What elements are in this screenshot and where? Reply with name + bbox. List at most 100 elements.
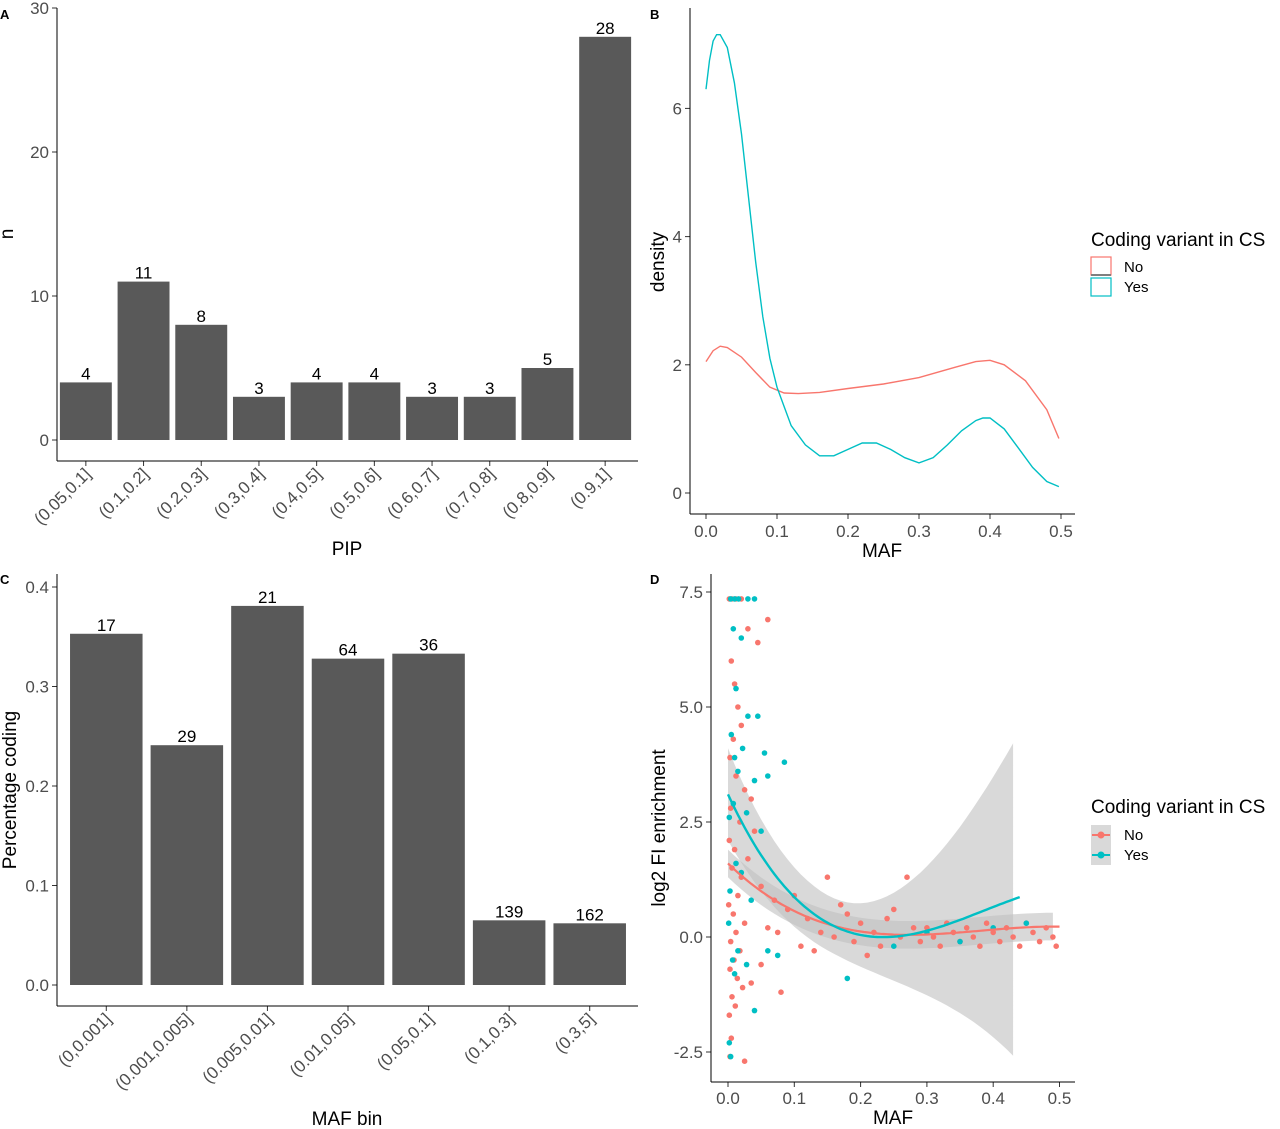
panel-d-point-no bbox=[844, 911, 851, 917]
panel-d-point-yes bbox=[781, 759, 788, 765]
panel-a-bar bbox=[232, 396, 285, 440]
panel-d-point-no bbox=[1036, 938, 1043, 945]
panel-d-point-no bbox=[963, 925, 970, 931]
panel-d-point-no bbox=[778, 989, 784, 995]
panel-b-plot: 0 2 4 6 0.0 0.1 0.2 0.3 0.4 0.5 bbox=[673, 34, 1073, 541]
panel-d-point-yes bbox=[774, 952, 781, 959]
panel-c-x-tick-label: (0.1,0.3] bbox=[460, 1009, 518, 1067]
panel-a-bar bbox=[463, 396, 516, 440]
panel-d-legend-key-no bbox=[1091, 825, 1111, 845]
panel-d-point-no bbox=[728, 658, 735, 664]
panel-b-density-line-yes bbox=[705, 34, 1060, 488]
panel-c-bar bbox=[553, 923, 626, 985]
panel-d-point-yes bbox=[725, 920, 732, 926]
panel-a-x-tick-label: (0.3,0.4] bbox=[210, 464, 268, 522]
panel-c-x-tick-label: (0.05,0.1] bbox=[373, 1009, 437, 1073]
panel-d-point-yes bbox=[745, 596, 751, 602]
panel-a-bar bbox=[117, 281, 170, 440]
panel-a-bar bbox=[290, 382, 343, 440]
panel-a-y-tick-label: 30 bbox=[30, 0, 49, 18]
panel-d-point-no bbox=[745, 626, 751, 632]
panel-b-legend-title: Coding variant in CS bbox=[1091, 230, 1265, 251]
panel-c-bar-value-label: 29 bbox=[177, 727, 196, 746]
panel-d: D -2.5 0.0 2.5 5.0 7.5 0.0 0.1 0.2 0.3 0.4 0.5 MAF… bbox=[649, 572, 1265, 1129]
panel-a-bar-value-label: 28 bbox=[596, 19, 615, 38]
panel-c-bar bbox=[472, 920, 546, 985]
panel-d-point-no bbox=[727, 966, 733, 972]
panel-d-y-tick-label: 2.5 bbox=[679, 813, 703, 832]
panel-a-bar-value-label: 4 bbox=[312, 364, 321, 383]
panel-c-bar-value-label: 162 bbox=[576, 905, 604, 924]
panel-d-x-axis-title: MAF bbox=[873, 1108, 913, 1129]
panel-a-x-tick-label: (0.4,0.5] bbox=[268, 464, 326, 522]
panel-c-bar bbox=[392, 653, 465, 985]
panel-a-x-tick-label: (0.05,0.1] bbox=[30, 464, 94, 528]
panel-a-y-tick-label: 20 bbox=[30, 143, 49, 162]
panel-d-point-yes bbox=[731, 971, 738, 977]
panel-b-legend: Coding variant in CS No Yes bbox=[1090, 230, 1265, 297]
panel-c-bar bbox=[231, 605, 304, 985]
panel-d-point-yes bbox=[739, 745, 746, 752]
panel-a-y-tick-label: 0 bbox=[40, 431, 49, 450]
panel-d-x-tick-label: 0.5 bbox=[1048, 1089, 1072, 1108]
panel-a-bar-value-label: 3 bbox=[254, 379, 263, 398]
panel-d-point-no bbox=[904, 874, 910, 880]
panel-d-point-no bbox=[738, 722, 745, 729]
panel-c-y-tick-label: 0.1 bbox=[25, 877, 49, 896]
panel-d-point-no bbox=[864, 952, 870, 959]
panel-d-point-yes bbox=[743, 961, 750, 968]
panel-a: A 0 10 20 30 4 (0.05,0.1] 11 (0.1,0.2] 8 (0.2,0.3… bbox=[0, 0, 638, 560]
panel-d-point-yes bbox=[748, 897, 754, 903]
panel-d-point-no bbox=[884, 915, 890, 922]
panel-d-legend: Coding variant in CS No Yes bbox=[1091, 797, 1265, 865]
panel-c-bar-value-label: 139 bbox=[495, 902, 523, 921]
panel-d-point-yes bbox=[957, 938, 963, 945]
panel-d-point-no bbox=[857, 920, 864, 926]
panel-b-letter: B bbox=[650, 7, 659, 22]
panel-a-bar bbox=[348, 382, 401, 440]
panel-a-bar bbox=[175, 324, 228, 440]
panel-d-point-no bbox=[877, 943, 884, 949]
panel-b-x-tick-label: 0.4 bbox=[978, 522, 1002, 541]
panel-d-point-no bbox=[735, 704, 741, 710]
panel-d-point-yes bbox=[758, 828, 764, 834]
panel-c-x-axis-title: MAF bin bbox=[312, 1109, 383, 1129]
panel-d-x-tick-label: 0.3 bbox=[915, 1089, 939, 1108]
panel-d-point-yes bbox=[751, 596, 758, 602]
panel-a-x-tick-label: (0.5,0.6] bbox=[326, 464, 384, 522]
panel-c-letter: C bbox=[0, 572, 10, 587]
panel-d-point-no bbox=[837, 902, 844, 908]
panel-d-point-yes bbox=[733, 860, 739, 867]
panel-b-y-tick-label: 4 bbox=[673, 228, 682, 247]
panel-d-point-no bbox=[728, 1035, 735, 1041]
panel-a-bar bbox=[521, 368, 574, 440]
panel-d-point-no bbox=[748, 980, 754, 986]
panel-a-bar-value-label: 4 bbox=[370, 364, 379, 383]
panel-d-point-no bbox=[765, 925, 771, 931]
panel-d-x-tick-label: 0.4 bbox=[981, 1089, 1005, 1108]
panel-d-point-yes bbox=[729, 957, 736, 963]
panel-d-point-yes bbox=[735, 948, 741, 954]
panel-d-point-no bbox=[1050, 934, 1056, 940]
panel-d-smooth-line-yes bbox=[726, 793, 1021, 939]
panel-d-point-no bbox=[1030, 929, 1036, 936]
panel-c-bar-value-label: 17 bbox=[97, 616, 116, 635]
panel-d-point-yes bbox=[727, 596, 734, 602]
panel-d-point-no bbox=[811, 948, 817, 954]
panel-d-y-tick-label: 7.5 bbox=[679, 583, 703, 602]
panel-b-x-tick-label: 0.5 bbox=[1049, 522, 1073, 541]
panel-c-x-tick-label: (0.005,0.01] bbox=[199, 1009, 277, 1087]
panel-d-point-no bbox=[1010, 934, 1016, 940]
panel-b-legend-label-no: No bbox=[1124, 259, 1143, 276]
panel-d-point-no bbox=[755, 639, 761, 646]
panel-d-point-no bbox=[891, 906, 897, 913]
panel-d-confidence-band-yes bbox=[728, 743, 1014, 1056]
panel-d-point-no bbox=[739, 984, 746, 991]
panel-d-legend-label-no: No bbox=[1124, 827, 1143, 844]
panel-d-point-no bbox=[937, 943, 943, 949]
panel-c-bar bbox=[311, 658, 385, 985]
panel-d-point-no bbox=[730, 911, 737, 917]
panel-d-point-no bbox=[990, 929, 996, 936]
panel-a-bar bbox=[406, 396, 459, 440]
panel-d-point-yes bbox=[731, 754, 738, 761]
